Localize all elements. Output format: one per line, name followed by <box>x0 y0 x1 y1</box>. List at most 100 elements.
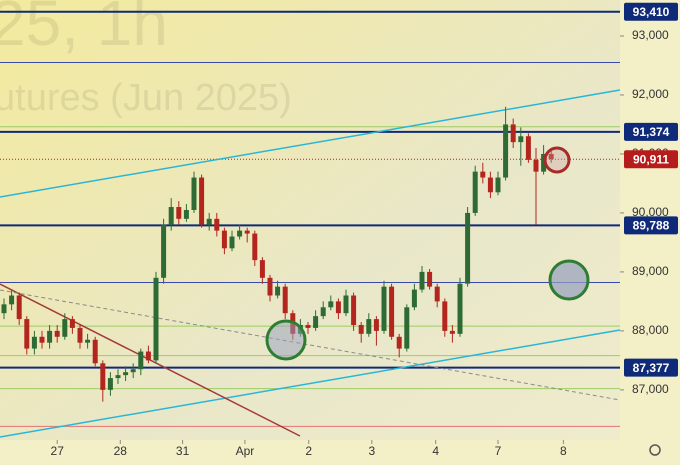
candle-body <box>252 233 258 261</box>
x-tick-label: 27 <box>51 444 65 458</box>
candle-body <box>358 324 364 334</box>
level-label: 93,410 <box>633 5 670 19</box>
level-label: 87,377 <box>633 361 670 375</box>
candle-body <box>389 286 395 337</box>
candle-body <box>161 224 167 278</box>
candle-body <box>282 286 288 314</box>
candle-body <box>206 218 212 225</box>
candle-body <box>328 301 334 308</box>
x-tick-label: 3 <box>368 444 375 458</box>
watermark: 25, 1h <box>0 0 168 59</box>
candle-body <box>518 136 524 143</box>
plot-background <box>0 0 620 440</box>
x-tick-label: Apr <box>236 444 255 458</box>
candle-body <box>77 327 83 343</box>
y-tick-label: 89,000 <box>632 264 669 278</box>
candle-body <box>259 260 265 278</box>
candle-body <box>503 124 509 178</box>
time-axis-background <box>0 440 620 465</box>
candle-body <box>427 271 433 287</box>
candle-body <box>313 316 319 328</box>
candle-body <box>39 336 45 343</box>
candle-body <box>457 283 463 334</box>
candle-body <box>449 330 455 334</box>
axis-layer: 87,00088,00089,00090,00091,00092,00093,0… <box>51 2 678 458</box>
candle-body <box>434 286 440 302</box>
candle-body <box>411 289 417 308</box>
candle-body <box>343 295 349 314</box>
x-tick-label: 4 <box>432 444 439 458</box>
candle-body <box>404 307 410 349</box>
candle-body <box>320 307 326 317</box>
candle-body <box>183 209 189 219</box>
candle-body <box>168 207 174 225</box>
candle-body <box>153 277 159 361</box>
last-price-label: 90,911 <box>633 152 669 166</box>
candle-body <box>9 295 15 305</box>
candle-body <box>16 295 22 320</box>
candle-body <box>480 171 486 178</box>
candle-body <box>533 159 539 172</box>
candle-body <box>62 319 68 337</box>
candle-body <box>510 124 516 143</box>
candle-body <box>487 177 493 193</box>
candle-body <box>123 372 129 376</box>
candle-body <box>548 153 554 160</box>
candle-body <box>221 230 227 249</box>
candle-body <box>495 177 501 193</box>
candle-body <box>1 304 7 314</box>
marker-circle <box>543 146 571 174</box>
y-tick-label: 92,000 <box>632 87 669 101</box>
candle-body <box>145 351 151 361</box>
candle-body <box>85 339 91 343</box>
candle-body <box>237 230 243 237</box>
y-tick-label: 87,000 <box>632 382 669 396</box>
level-label: 91,374 <box>633 125 670 139</box>
level-box <box>624 2 678 21</box>
candle-body <box>244 230 250 234</box>
candle-body <box>130 369 136 373</box>
marker-circle <box>548 259 590 301</box>
candle-body <box>69 319 75 328</box>
candle-body <box>335 301 341 314</box>
x-tick-label: 28 <box>114 444 128 458</box>
candle-body <box>176 207 182 219</box>
level-box <box>624 216 678 235</box>
candle-body <box>138 351 144 370</box>
candle-body <box>366 319 372 334</box>
candle-body <box>115 375 121 379</box>
candle-body <box>31 336 37 349</box>
candle-body <box>191 177 197 210</box>
level-box <box>624 122 678 141</box>
candle-body <box>525 136 531 160</box>
candle-body <box>472 171 478 213</box>
candle-body <box>396 336 402 349</box>
y-tick-label: 90,000 <box>632 205 669 219</box>
level-label: 89,788 <box>633 219 670 233</box>
candle-body <box>92 339 98 364</box>
candle-body <box>47 330 53 343</box>
candle-body <box>465 212 471 284</box>
candle-body <box>214 218 220 231</box>
x-tick-label: 7 <box>495 444 502 458</box>
y-tick-label: 93,000 <box>632 28 669 42</box>
candle-body <box>24 319 30 349</box>
last-price-box <box>624 150 678 169</box>
level-box <box>624 358 678 377</box>
candle-body <box>373 319 379 331</box>
y-tick-label: 88,000 <box>632 323 669 337</box>
candle-body <box>275 286 281 296</box>
candle-body <box>541 153 547 172</box>
candle-body <box>305 324 311 328</box>
candle-body <box>419 271 425 290</box>
candle-body <box>267 277 273 296</box>
candle-body <box>381 286 387 331</box>
candle-body <box>54 330 60 337</box>
x-tick-label: 31 <box>176 444 190 458</box>
settings-icon[interactable] <box>649 444 661 456</box>
x-tick-label: 2 <box>305 444 312 458</box>
candle-body <box>199 177 205 225</box>
candle-body <box>351 295 357 325</box>
